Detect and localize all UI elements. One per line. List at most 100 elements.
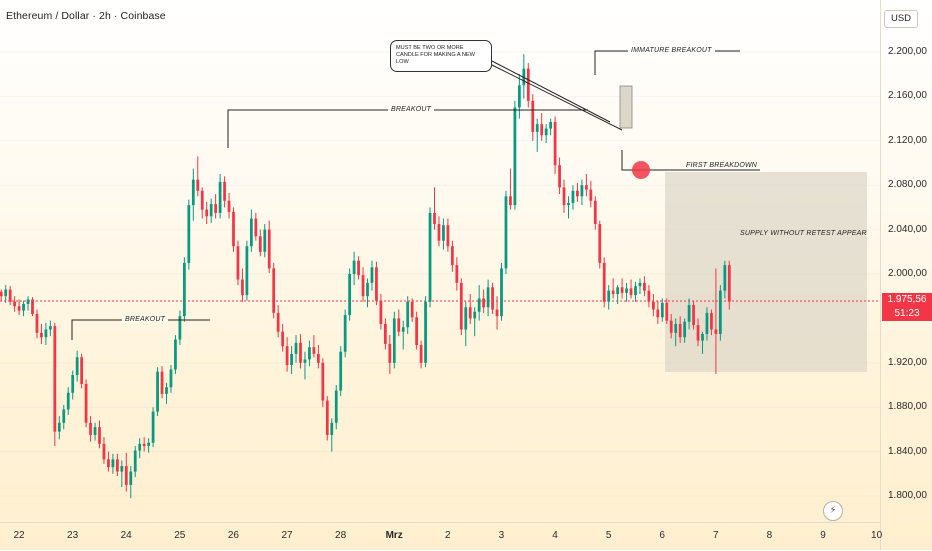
time-tick-label: 27	[281, 530, 293, 541]
candle	[196, 156, 200, 197]
supply-zone	[665, 172, 867, 372]
price-tick-label: 1.880,00	[888, 401, 927, 413]
candle	[593, 196, 597, 230]
candle-body	[343, 315, 347, 352]
candle-body	[26, 299, 30, 304]
candle-body	[651, 301, 655, 310]
candle-body	[254, 218, 258, 237]
candle-body	[169, 369, 173, 388]
lightning-icon[interactable]: ⚡	[823, 501, 843, 521]
candle	[553, 116, 557, 175]
candle-body	[303, 359, 307, 363]
supply-label: SUPPLY WITHOUT RETEST APPEAR	[740, 230, 867, 237]
candle	[388, 335, 392, 374]
candle	[723, 260, 727, 299]
callout-arrow-1	[489, 59, 611, 123]
candle	[187, 199, 191, 270]
breakout-bottom-label: BREAKOUT	[122, 316, 169, 323]
candle-body	[263, 229, 267, 252]
candle-body	[124, 466, 128, 485]
immature-breakout-line	[594, 50, 740, 75]
candle-body	[209, 204, 213, 217]
candle-body	[388, 343, 392, 363]
candle-body	[526, 68, 530, 101]
candle-body	[647, 290, 651, 302]
time-tick-label: 26	[227, 530, 239, 541]
candle-body	[544, 128, 548, 136]
candle-body	[249, 218, 253, 247]
candle	[120, 460, 124, 488]
candle	[392, 311, 396, 369]
candle-body	[31, 299, 34, 314]
candle	[218, 174, 222, 219]
candle	[334, 385, 338, 430]
current-price-tag: 1.975,56 51:23	[882, 293, 932, 321]
candle	[567, 196, 570, 219]
candle	[285, 337, 289, 372]
candle	[223, 176, 226, 208]
candle	[281, 323, 285, 352]
time-tick-label: 7	[713, 530, 719, 541]
candle-body	[48, 326, 52, 330]
time-tick-label: 28	[335, 530, 347, 541]
price-tick-label: 2.200,00	[888, 46, 927, 57]
candle-body	[437, 224, 441, 241]
candle-body	[701, 333, 704, 341]
price-axis[interactable]	[880, 0, 932, 550]
candle-body	[366, 282, 369, 297]
candle	[482, 289, 486, 313]
candle-body	[459, 282, 463, 330]
candle	[513, 100, 517, 210]
price-tick-label: 1.920,00	[888, 356, 927, 368]
candle	[254, 212, 258, 241]
candle-body	[419, 345, 423, 363]
candle-body	[549, 121, 553, 129]
candle-body	[674, 323, 678, 333]
candle	[459, 278, 463, 336]
candle-body	[602, 262, 606, 302]
callout-arrow-2	[489, 63, 623, 131]
candle-body	[339, 351, 343, 391]
candle	[598, 220, 602, 269]
candle	[182, 257, 186, 322]
candle	[330, 418, 334, 452]
candle	[647, 285, 651, 308]
candle	[205, 201, 209, 225]
candle	[191, 168, 195, 221]
candle	[638, 278, 642, 294]
candle	[236, 240, 240, 286]
price-chart[interactable]	[0, 0, 880, 522]
candle-body	[406, 301, 410, 328]
candle-body	[53, 326, 57, 432]
candle	[316, 345, 320, 369]
candle-body	[576, 190, 579, 197]
candle-body	[89, 422, 92, 435]
breakout-top-label: BREAKOUT	[388, 106, 435, 113]
candle	[156, 367, 159, 417]
candle	[93, 422, 97, 441]
candle-body	[174, 339, 177, 370]
candle-body	[111, 459, 115, 468]
currency-selector[interactable]: USD	[884, 10, 918, 28]
candle-body	[236, 246, 240, 280]
candle-body	[482, 298, 486, 308]
candle-body	[227, 200, 231, 212]
candle	[504, 190, 508, 274]
candle-body	[392, 318, 396, 363]
candle	[174, 335, 177, 374]
time-tick-label: 8	[766, 530, 773, 541]
candle-body	[383, 323, 387, 344]
candle-body	[468, 307, 472, 319]
candle-body	[442, 225, 445, 241]
time-axis[interactable]	[0, 522, 880, 551]
price-tick-label: 2.120,00	[888, 134, 927, 146]
candle	[705, 307, 709, 341]
candle-body	[379, 300, 383, 324]
candle-body	[40, 332, 43, 338]
first-breakdown-line	[621, 150, 760, 171]
candle-body	[643, 282, 646, 291]
candle-body	[401, 327, 405, 332]
candle-body	[517, 85, 521, 108]
candle	[325, 396, 329, 441]
candle-body	[272, 268, 276, 313]
